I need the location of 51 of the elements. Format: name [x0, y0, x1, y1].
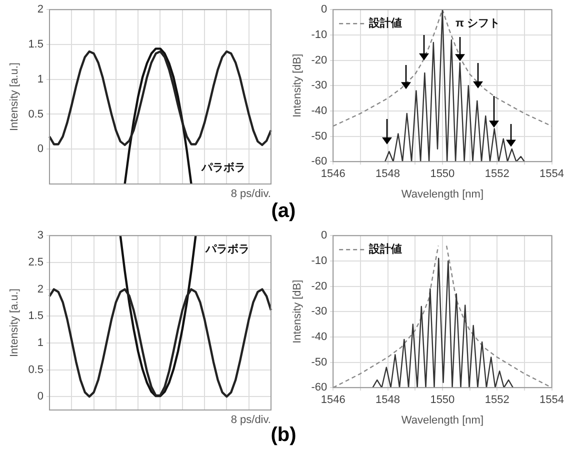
annotation: パラボラ: [200, 162, 246, 174]
x-tick-label: 1546: [320, 394, 346, 406]
x-tick-label: 1548: [376, 168, 400, 180]
x-tick-label: 1548: [376, 394, 400, 406]
y-tick-label: 0: [320, 230, 328, 242]
y-tick-label: -50: [311, 130, 328, 142]
y-tick-label: 0: [37, 143, 44, 156]
text: 8 ps/div.: [230, 188, 271, 200]
x-tick-label: 1546: [320, 168, 346, 180]
y-tick-label: 1: [37, 336, 44, 349]
y-tick-label: 0.5: [28, 108, 44, 120]
y-tick-label: 3: [37, 230, 44, 242]
y-tick-label: -50: [311, 356, 328, 368]
y-tick-label: -10: [311, 254, 328, 267]
legend-label: 設計値: [368, 242, 402, 256]
text: 8 ps/div.: [230, 414, 271, 426]
y-axis-title: Intensity [dB]: [292, 54, 304, 118]
y-tick-label: 0: [320, 4, 328, 16]
x-tick-label: 1552: [484, 168, 510, 180]
y-tick-label: -30: [311, 80, 328, 92]
x-tick-label: 1550: [430, 168, 455, 180]
y-tick-label: -40: [311, 104, 328, 117]
y-tick-label: 2: [37, 4, 44, 16]
y-axis-title: Intensity [a.u.]: [8, 288, 21, 358]
y-tick-label: 1.5: [28, 38, 44, 51]
y-tick-label: 2.5: [28, 256, 44, 268]
y-tick-label: -20: [311, 54, 328, 66]
y-axis-title: Intensity [dB]: [292, 280, 304, 344]
x-axis-title: Wavelength [nm]: [401, 414, 484, 426]
annotation: π シフト: [456, 18, 500, 30]
y-tick-label: 1.5: [28, 310, 44, 322]
y-tick-label: -30: [311, 306, 328, 318]
x-axis-title: Wavelength [nm]: [401, 188, 484, 200]
x-tick-label: 1554: [540, 168, 564, 180]
y-axis-title: Intensity [a.u.]: [8, 62, 21, 132]
y-tick-label: -10: [311, 28, 328, 41]
x-tick-label: 1550: [430, 394, 455, 406]
annotation: パラボラ: [204, 244, 250, 256]
y-tick-label: -60: [311, 156, 328, 168]
x-tick-label: 1554: [540, 394, 564, 406]
y-tick-label: -60: [311, 382, 328, 394]
x-tick-label: 1552: [484, 394, 510, 406]
y-tick-label: -40: [311, 330, 328, 343]
y-tick-label: 0.5: [28, 364, 44, 376]
y-tick-label: 1: [37, 73, 44, 86]
text: (a): [270, 200, 297, 223]
y-tick-label: 0: [37, 390, 44, 403]
y-tick-label: 2: [37, 283, 44, 296]
text: (b): [270, 424, 296, 446]
y-tick-label: -20: [311, 280, 328, 292]
legend-label: 設計値: [368, 16, 402, 30]
